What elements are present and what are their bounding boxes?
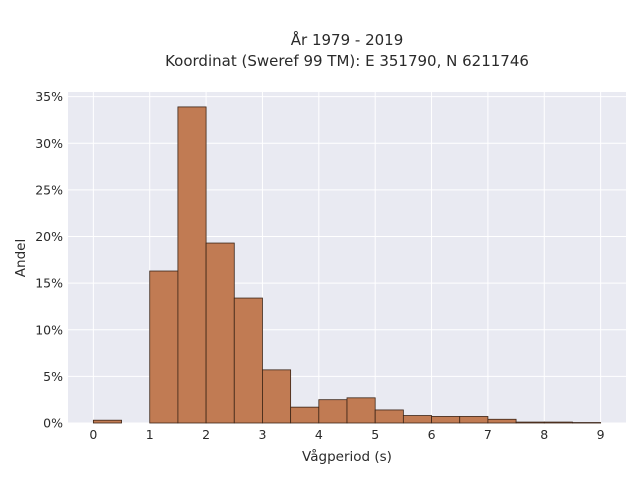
- histogram-bar: [402, 415, 432, 424]
- histogram-bar: [431, 416, 461, 424]
- histogram-bar: [149, 270, 179, 424]
- y-tick-label: 25%: [35, 182, 63, 197]
- histogram-bar: [177, 106, 207, 424]
- histogram-bar: [205, 242, 235, 424]
- y-tick-label: 10%: [35, 322, 63, 337]
- histogram-bar: [318, 399, 348, 424]
- x-tick-label: 2: [202, 427, 210, 442]
- chart-title-line-2: Koordinat (Sweref 99 TM): E 351790, N 62…: [165, 52, 529, 70]
- histogram-bar: [233, 297, 263, 424]
- histogram-bar: [572, 422, 602, 424]
- y-tick-label: 35%: [35, 89, 63, 104]
- histogram-bar: [346, 397, 376, 424]
- x-tick-label: 9: [597, 427, 605, 442]
- y-tick-label: 30%: [35, 136, 63, 151]
- x-tick-label: 6: [428, 427, 436, 442]
- histogram-bar: [92, 419, 122, 424]
- chart-title-line-1: År 1979 - 2019: [291, 30, 404, 49]
- histogram-bar: [515, 421, 545, 424]
- y-tick-label: 15%: [35, 276, 63, 291]
- x-axis-label: Vågperiod (s): [302, 448, 392, 465]
- y-axis-ticks: 0% 5% 10% 15% 20% 25% 30% 35%: [35, 89, 63, 430]
- x-tick-label: 3: [258, 427, 266, 442]
- y-tick-label: 0%: [43, 416, 63, 431]
- histogram-bars: [92, 106, 602, 424]
- y-tick-label: 5%: [43, 369, 63, 384]
- y-axis-label: Andel: [13, 239, 29, 277]
- histogram-bar: [543, 421, 573, 424]
- histogram-bar: [459, 416, 489, 424]
- histogram-bar: [487, 418, 517, 424]
- histogram-bar: [374, 409, 404, 424]
- histogram-bar: [290, 406, 320, 424]
- y-tick-label: 20%: [35, 229, 63, 244]
- x-tick-label: 7: [484, 427, 492, 442]
- x-tick-label: 0: [89, 427, 97, 442]
- x-tick-label: 5: [371, 427, 379, 442]
- histogram-bar: [262, 369, 292, 424]
- x-tick-label: 4: [315, 427, 323, 442]
- x-tick-label: 8: [540, 427, 548, 442]
- x-axis-ticks: 0 1 2 3 4 5 6 7 8 9: [89, 427, 604, 442]
- x-tick-label: 1: [146, 427, 154, 442]
